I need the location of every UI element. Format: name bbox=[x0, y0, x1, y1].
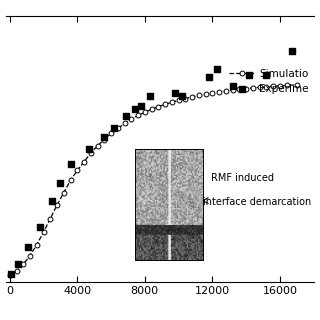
Simulatio bbox=[217, 90, 221, 94]
Line: Simulatio: Simulatio bbox=[7, 82, 299, 278]
Simulatio bbox=[237, 87, 241, 91]
Simulatio bbox=[55, 203, 59, 207]
Experime bbox=[16, 262, 21, 267]
Simulatio bbox=[156, 105, 160, 109]
Simulatio bbox=[89, 151, 93, 155]
Simulatio bbox=[123, 122, 126, 125]
Experime bbox=[112, 126, 117, 131]
Simulatio bbox=[48, 217, 52, 220]
Experime bbox=[9, 272, 14, 277]
Experime bbox=[86, 147, 92, 152]
Simulatio bbox=[258, 85, 261, 89]
Simulatio bbox=[285, 84, 289, 87]
Experime bbox=[49, 199, 54, 204]
Simulatio bbox=[170, 100, 174, 104]
Experime bbox=[26, 244, 31, 250]
Simulatio bbox=[35, 243, 39, 246]
Simulatio bbox=[251, 86, 255, 90]
Simulatio bbox=[211, 91, 214, 95]
Simulatio bbox=[278, 84, 282, 88]
Simulatio bbox=[271, 84, 275, 88]
Simulatio bbox=[244, 87, 248, 91]
Simulatio bbox=[231, 88, 235, 92]
Experime bbox=[172, 90, 178, 95]
Text: interface demarcation: interface demarcation bbox=[203, 197, 311, 207]
Experime bbox=[247, 73, 252, 78]
Text: RMF induced: RMF induced bbox=[211, 173, 274, 183]
Simulatio bbox=[190, 95, 194, 99]
Experime bbox=[215, 67, 220, 72]
Experime bbox=[102, 134, 107, 140]
Simulatio bbox=[129, 117, 133, 121]
Simulatio bbox=[197, 93, 201, 97]
Simulatio bbox=[102, 138, 106, 141]
Simulatio bbox=[116, 126, 120, 130]
Simulatio bbox=[82, 160, 86, 164]
Experime bbox=[58, 180, 63, 185]
Simulatio bbox=[21, 262, 25, 266]
Legend: Simulatio, Experime: Simulatio, Experime bbox=[229, 69, 308, 94]
Simulatio bbox=[183, 97, 187, 100]
Simulatio bbox=[204, 92, 207, 96]
Simulatio bbox=[150, 107, 154, 111]
Simulatio bbox=[109, 132, 113, 135]
Simulatio bbox=[177, 98, 180, 102]
Simulatio bbox=[8, 274, 12, 277]
Simulatio bbox=[96, 144, 100, 148]
Simulatio bbox=[264, 85, 268, 89]
Experime bbox=[289, 48, 294, 53]
Experime bbox=[68, 162, 73, 167]
Simulatio bbox=[28, 254, 32, 258]
Simulatio bbox=[295, 83, 299, 87]
Experime bbox=[230, 84, 235, 89]
Experime bbox=[139, 104, 144, 109]
Simulatio bbox=[76, 169, 79, 172]
Simulatio bbox=[224, 89, 228, 93]
Simulatio bbox=[143, 110, 147, 114]
Experime bbox=[37, 225, 43, 230]
Simulatio bbox=[68, 178, 72, 182]
Simulatio bbox=[42, 230, 45, 234]
Experime bbox=[264, 73, 269, 78]
Simulatio bbox=[62, 191, 66, 195]
Experime bbox=[147, 94, 152, 99]
Experime bbox=[132, 106, 137, 111]
Simulatio bbox=[163, 102, 167, 106]
Experime bbox=[124, 114, 129, 119]
Simulatio bbox=[15, 269, 19, 273]
Experime bbox=[206, 74, 212, 79]
Experime bbox=[180, 94, 185, 99]
Simulatio bbox=[136, 114, 140, 117]
